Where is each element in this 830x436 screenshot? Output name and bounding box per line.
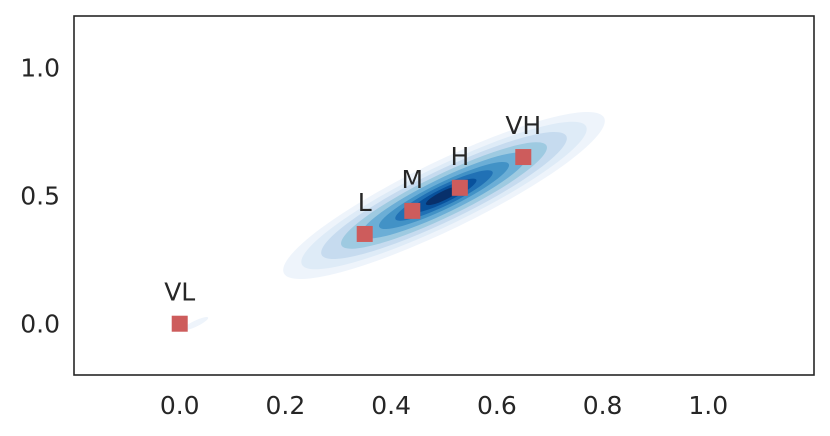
x-tick-label: 0.8 [583, 391, 623, 420]
plot-frame [73, 15, 815, 376]
x-tick-label: 0.0 [160, 391, 200, 420]
y-tick-label: 0.0 [20, 310, 60, 339]
point-label-vl: VL [164, 278, 195, 307]
data-points [171, 149, 532, 332]
point-marker-h [451, 179, 468, 196]
x-tick-label: 1.0 [688, 391, 728, 420]
y-axis-ticks: 0.0 0.5 1.0 [20, 53, 60, 338]
density-contour-tail [182, 317, 209, 331]
x-tick-label: 0.6 [477, 391, 517, 420]
point-label-m: M [401, 165, 423, 194]
x-tick-label: 0.4 [371, 391, 411, 420]
point-label-l: L [358, 188, 372, 217]
x-tick-label: 0.2 [266, 391, 306, 420]
point-marker-vl [171, 315, 188, 332]
x-axis-ticks: 0.0 0.2 0.4 0.6 0.8 1.0 [160, 391, 728, 420]
point-marker-l [356, 225, 373, 242]
y-tick-label: 1.0 [20, 53, 60, 82]
point-marker-m [404, 202, 421, 219]
point-label-h: H [450, 142, 469, 171]
point-marker-vh [515, 149, 532, 166]
point-labels: VL LMH VH [164, 111, 541, 307]
y-tick-label: 0.5 [20, 182, 60, 211]
point-label-vh: VH [505, 111, 541, 140]
